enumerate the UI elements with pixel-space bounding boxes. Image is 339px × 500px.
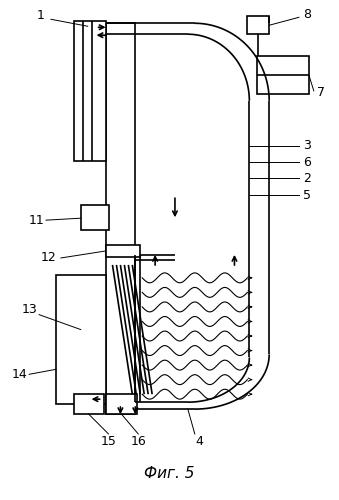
Bar: [56, 275, 105, 404]
Text: 6: 6: [303, 156, 311, 169]
Text: 2: 2: [303, 172, 311, 185]
Bar: [74, 394, 103, 414]
Text: 4: 4: [196, 436, 204, 448]
Text: 15: 15: [101, 436, 116, 448]
Bar: [105, 245, 140, 257]
Bar: [247, 16, 269, 34]
Text: 1: 1: [37, 9, 45, 22]
Bar: [257, 56, 309, 94]
Bar: [105, 24, 135, 414]
Text: 7: 7: [317, 86, 325, 100]
Text: 14: 14: [12, 368, 27, 381]
Text: Фиг. 5: Фиг. 5: [144, 466, 194, 481]
Text: 11: 11: [28, 214, 44, 226]
Bar: [81, 205, 108, 230]
Bar: [105, 394, 137, 414]
Text: 13: 13: [21, 303, 37, 316]
Bar: [74, 22, 105, 160]
Text: 8: 8: [303, 8, 311, 21]
Text: 16: 16: [131, 436, 146, 448]
Text: 5: 5: [303, 189, 311, 202]
Text: 12: 12: [41, 252, 57, 264]
Text: 3: 3: [303, 139, 311, 152]
